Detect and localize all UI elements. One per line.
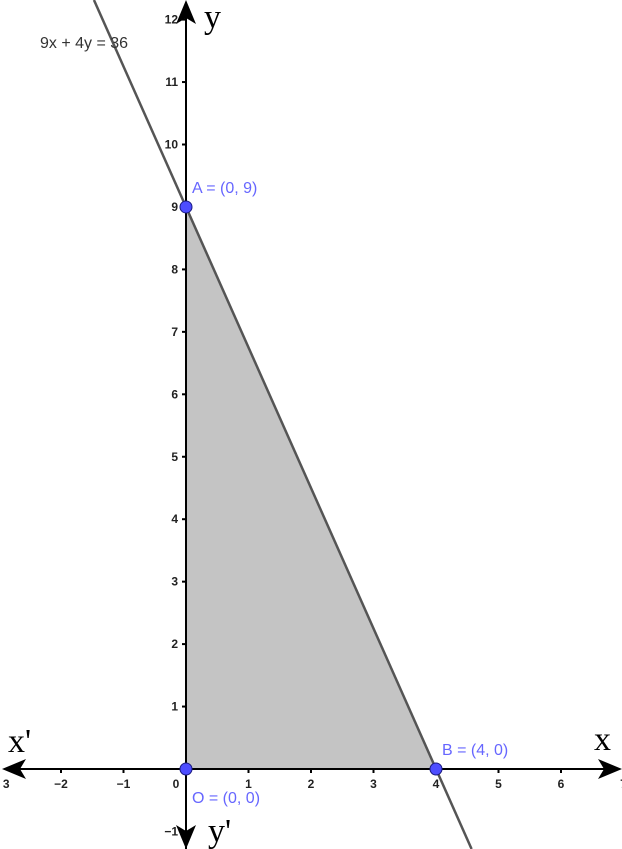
x-tick-label: 4 bbox=[433, 777, 440, 791]
y-tick-label: 5 bbox=[171, 450, 178, 464]
y-prime-axis-label: y' bbox=[208, 813, 231, 849]
y-tick-label: 6 bbox=[171, 387, 178, 401]
point-a bbox=[179, 200, 193, 214]
y-prime-axis-arrow-icon bbox=[176, 825, 196, 849]
constraint-line bbox=[92, 0, 473, 849]
point-label-a: A = (0, 9) bbox=[192, 180, 257, 197]
y-tick-label: 2 bbox=[171, 637, 178, 651]
x-tick-label: 7 bbox=[620, 777, 622, 791]
y-tick-label: 12 bbox=[165, 13, 179, 27]
y-tick-label: 8 bbox=[171, 262, 178, 276]
point-b bbox=[429, 762, 443, 776]
x-tick-label: 5 bbox=[495, 777, 502, 791]
x-tick-label: 2 bbox=[308, 777, 315, 791]
y-tick-label: 4 bbox=[171, 512, 178, 526]
y-tick-label: 11 bbox=[165, 75, 178, 89]
x-tick-label: −2 bbox=[54, 777, 68, 791]
y-tick-label: −1 bbox=[164, 824, 178, 838]
y-tick-label: 7 bbox=[171, 325, 178, 339]
y-tick-label: 3 bbox=[171, 575, 178, 589]
x-tick-label: −1 bbox=[117, 777, 131, 791]
x-tick-label: 0 bbox=[173, 777, 180, 791]
x-prime-axis-arrow-icon bbox=[2, 759, 26, 779]
x-tick-label: 1 bbox=[245, 777, 252, 791]
point-label-b: B = (4, 0) bbox=[442, 742, 508, 759]
y-tick-label: 10 bbox=[165, 138, 179, 152]
x-axis-arrow-icon bbox=[598, 759, 622, 779]
x-tick-label: 6 bbox=[558, 777, 565, 791]
point-label-o: O = (0, 0) bbox=[192, 790, 260, 807]
x-prime-axis-label: x' bbox=[8, 723, 31, 760]
y-tick-label: 1 bbox=[171, 700, 178, 714]
y-axis-arrow-icon bbox=[176, 0, 196, 24]
line-equation-label: 9x + 4y = 36 bbox=[40, 35, 128, 52]
y-axis-label: y bbox=[204, 0, 221, 36]
x-tick-label: 3 bbox=[370, 777, 377, 791]
point-o bbox=[179, 762, 193, 776]
x-axis-label: x bbox=[594, 721, 611, 758]
x-tick-label: 3 bbox=[3, 777, 10, 791]
y-tick-label: 9 bbox=[171, 200, 178, 214]
